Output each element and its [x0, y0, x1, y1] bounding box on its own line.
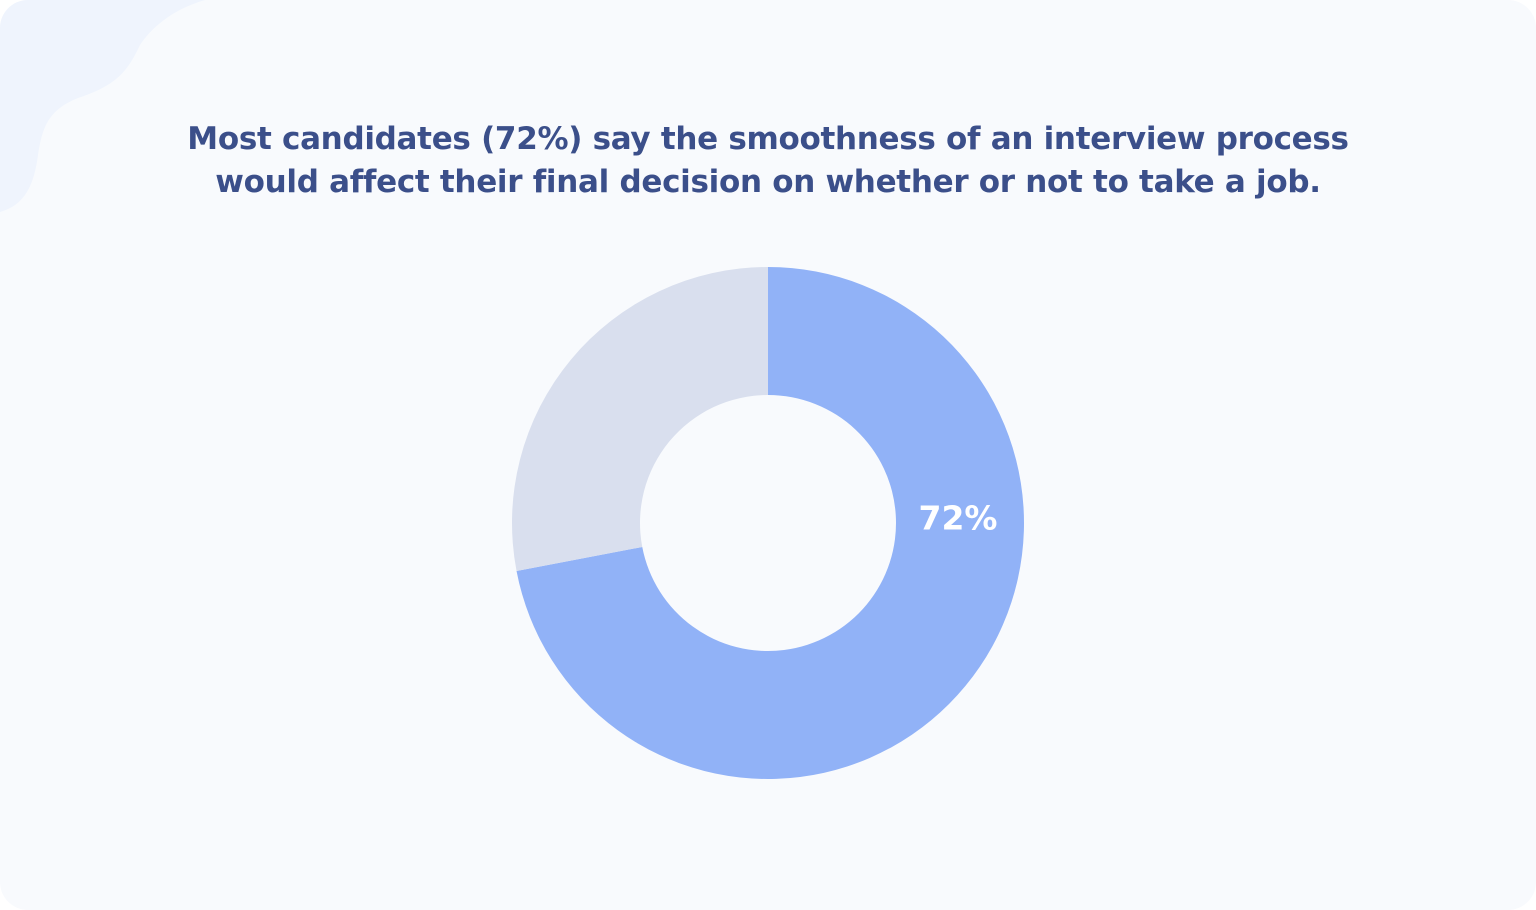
- decorative-blob: [0, 0, 205, 212]
- chart-title-line-2: would affect their final decision on whe…: [215, 164, 1321, 200]
- donut-slice-yes: [516, 267, 1024, 780]
- donut-slice-label-yes: 72%: [919, 499, 998, 538]
- donut-slice-no: [512, 267, 768, 571]
- chart-title-line-1: Most candidates (72%) say the smoothness…: [187, 121, 1349, 157]
- chart-title: Most candidates (72%) say the smoothness…: [0, 118, 1536, 204]
